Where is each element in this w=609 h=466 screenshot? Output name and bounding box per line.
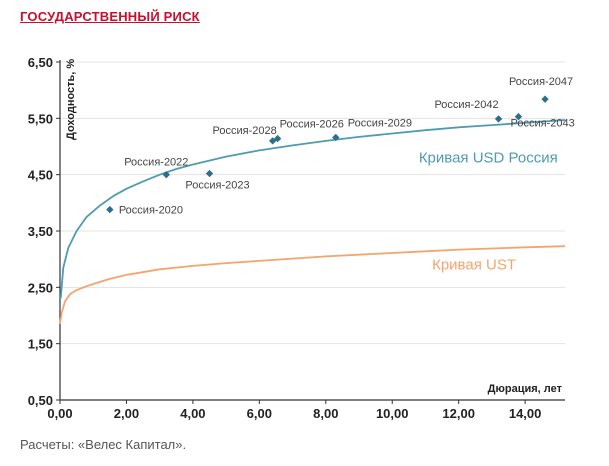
x-tick-label: 4,00 <box>180 406 205 421</box>
ust-curve-line <box>59 245 566 325</box>
y-tick-label: 1,50 <box>28 337 53 352</box>
y-tick-label: 4,50 <box>28 168 53 183</box>
x-tick-label: 14,00 <box>509 406 542 421</box>
y-tick-label: 0,50 <box>28 393 53 408</box>
point-label: Россия-2028 <box>213 125 277 137</box>
data-point-russia-2020 <box>106 205 114 214</box>
y-axis-title: Доходность, % <box>65 59 77 140</box>
grid-lines <box>60 61 565 345</box>
point-label: Россия-2042 <box>434 99 498 111</box>
x-tick-label: 6,00 <box>247 406 272 421</box>
y-tick-label: 6,50 <box>28 55 53 70</box>
point-label: Россия-2023 <box>185 180 249 192</box>
point-label: Россия-2047 <box>509 76 573 88</box>
russia-usd-curve-line <box>59 119 566 299</box>
point-label: Россия-2043 <box>510 118 574 130</box>
point-label: Россия-2026 <box>280 119 344 131</box>
axes: 0,50 1,50 2,50 3,50 4,50 5,50 6,50 0,00 2,00 4,00… <box>28 55 565 421</box>
labels: Кривая USD Россия Кривая UST Россия-2020 Ро… <box>119 76 575 273</box>
x-tick-label: 2,00 <box>114 406 139 421</box>
data-point-russia-2023 <box>205 169 214 178</box>
y-tick-label: 5,50 <box>28 111 53 126</box>
data-point-russia-2022 <box>162 170 170 179</box>
x-tick-label: 12,00 <box>442 406 475 421</box>
x-axis-title: Дюрация, лет <box>488 383 563 395</box>
ust-curve-label: Кривая UST <box>432 256 516 273</box>
point-label: Россия-2029 <box>348 117 412 129</box>
curves <box>59 119 566 325</box>
point-label: Россия-2022 <box>124 157 188 169</box>
x-tick-label: 10,00 <box>376 406 409 421</box>
y-tick-label: 3,50 <box>28 224 53 239</box>
source-note: Расчеты: «Велес Капитал». <box>20 437 187 452</box>
russia-usd-curve-label: Кривая USD Россия <box>419 149 558 166</box>
y-tick-label: 2,50 <box>28 280 53 295</box>
page-title: ГОСУДАРСТВЕННЫЙ РИСК <box>20 9 200 24</box>
data-points <box>106 95 549 214</box>
x-tick-label: 0,00 <box>47 406 72 421</box>
data-point-russia-2047 <box>541 95 549 103</box>
x-tick-label: 8,00 <box>313 406 338 421</box>
data-point-russia-2042 <box>494 115 503 123</box>
point-label: Россия-2020 <box>119 205 183 217</box>
